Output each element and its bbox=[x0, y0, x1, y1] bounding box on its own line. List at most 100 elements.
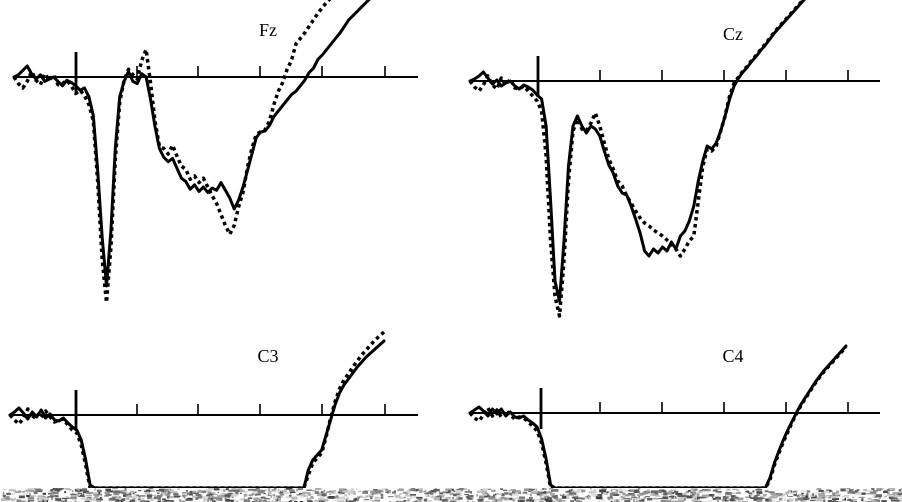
noise-speck bbox=[748, 492, 753, 495]
noise-speck bbox=[753, 495, 757, 498]
noise-speck bbox=[150, 498, 154, 501]
noise-speck bbox=[252, 492, 257, 494]
noise-speck bbox=[120, 498, 126, 501]
noise-speck bbox=[547, 499, 553, 502]
noise-speck bbox=[546, 491, 553, 494]
noise-speck bbox=[531, 498, 537, 502]
noise-speck bbox=[708, 488, 711, 492]
noise-speck bbox=[675, 492, 683, 495]
noise-speck bbox=[888, 491, 890, 494]
noise-speck bbox=[514, 490, 516, 492]
noise-speck bbox=[374, 496, 379, 499]
noise-speck bbox=[561, 495, 567, 499]
noise-speck bbox=[635, 489, 640, 491]
noise-speck bbox=[468, 495, 474, 498]
noise-speck bbox=[391, 491, 396, 494]
noise-speck bbox=[342, 498, 349, 500]
noise-speck bbox=[440, 493, 445, 497]
panel-cz-dotted-trace bbox=[468, 0, 806, 318]
noise-speck bbox=[218, 488, 225, 490]
noise-speck bbox=[115, 500, 119, 502]
noise-speck bbox=[411, 496, 418, 498]
noise-speck bbox=[213, 494, 218, 495]
noise-speck bbox=[635, 500, 640, 502]
noise-speck bbox=[620, 496, 626, 498]
noise-speck bbox=[174, 495, 181, 498]
noise-speck bbox=[45, 499, 47, 502]
noise-speck bbox=[310, 496, 314, 499]
noise-speck bbox=[89, 498, 96, 501]
noise-speck bbox=[712, 497, 716, 501]
noise-speck bbox=[373, 489, 378, 491]
noise-speck bbox=[50, 492, 54, 494]
noise-speck bbox=[99, 496, 102, 499]
noise-speck bbox=[209, 495, 215, 498]
noise-speck bbox=[509, 497, 513, 500]
noise-speck bbox=[601, 491, 604, 494]
noise-speck bbox=[134, 491, 137, 494]
noise-speck bbox=[724, 498, 727, 501]
noise-speck bbox=[806, 493, 809, 496]
noise-speck bbox=[540, 497, 547, 501]
noise-speck bbox=[518, 496, 525, 500]
noise-speck bbox=[476, 493, 479, 497]
noise-speck bbox=[566, 490, 570, 493]
noise-speck bbox=[889, 488, 896, 491]
noise-speck bbox=[569, 492, 576, 495]
noise-speck bbox=[631, 497, 638, 499]
noise-speck bbox=[125, 490, 128, 493]
noise-speck bbox=[362, 491, 368, 494]
noise-speck bbox=[57, 500, 65, 502]
noise-speck bbox=[639, 498, 645, 502]
noise-speck bbox=[273, 493, 276, 497]
noise-speck bbox=[374, 499, 380, 502]
noise-speck bbox=[834, 493, 841, 496]
noise-speck bbox=[292, 498, 297, 500]
noise-speck bbox=[328, 496, 334, 499]
panel-c4-solid-trace bbox=[468, 344, 848, 488]
noise-speck bbox=[415, 500, 417, 502]
noise-speck bbox=[560, 493, 564, 496]
noise-speck bbox=[548, 488, 554, 490]
noise-speck bbox=[663, 493, 668, 496]
noise-speck bbox=[466, 498, 469, 501]
noise-speck bbox=[683, 494, 685, 497]
noise-speck bbox=[898, 489, 902, 492]
noise-speck bbox=[588, 491, 590, 493]
noise-speck bbox=[259, 500, 262, 502]
noise-speck bbox=[137, 498, 141, 501]
noise-speck bbox=[770, 493, 772, 495]
noise-speck bbox=[440, 496, 443, 499]
noise-speck bbox=[844, 497, 846, 501]
noise-speck bbox=[677, 497, 685, 501]
noise-speck bbox=[274, 490, 280, 493]
noise-speck bbox=[814, 492, 821, 494]
noise-speck bbox=[344, 494, 348, 497]
noise-speck bbox=[698, 490, 703, 493]
noise-speck bbox=[256, 493, 261, 496]
noise-speck bbox=[601, 499, 605, 501]
noise-speck bbox=[571, 488, 574, 491]
noise-speck bbox=[525, 498, 527, 500]
noise-speck bbox=[327, 496, 329, 499]
noise-speck bbox=[329, 490, 334, 492]
noise-speck bbox=[614, 499, 618, 502]
noise-speck bbox=[82, 488, 88, 492]
noise-speck bbox=[631, 494, 636, 497]
noise-speck bbox=[47, 490, 55, 493]
noise-speck bbox=[190, 490, 193, 494]
noise-speck bbox=[768, 499, 776, 502]
noise-speck bbox=[689, 489, 694, 492]
noise-speck bbox=[399, 493, 402, 495]
noise-speck bbox=[873, 495, 878, 498]
noise-speck bbox=[632, 499, 635, 502]
noise-speck bbox=[50, 494, 56, 498]
noise-speck bbox=[814, 497, 822, 501]
noise-speck bbox=[250, 496, 252, 499]
noise-speck bbox=[49, 495, 52, 497]
noise-speck bbox=[487, 494, 490, 497]
noise-speck bbox=[551, 494, 558, 497]
noise-speck bbox=[345, 496, 349, 498]
noise-speck bbox=[892, 497, 898, 499]
noise-speck bbox=[227, 495, 230, 499]
